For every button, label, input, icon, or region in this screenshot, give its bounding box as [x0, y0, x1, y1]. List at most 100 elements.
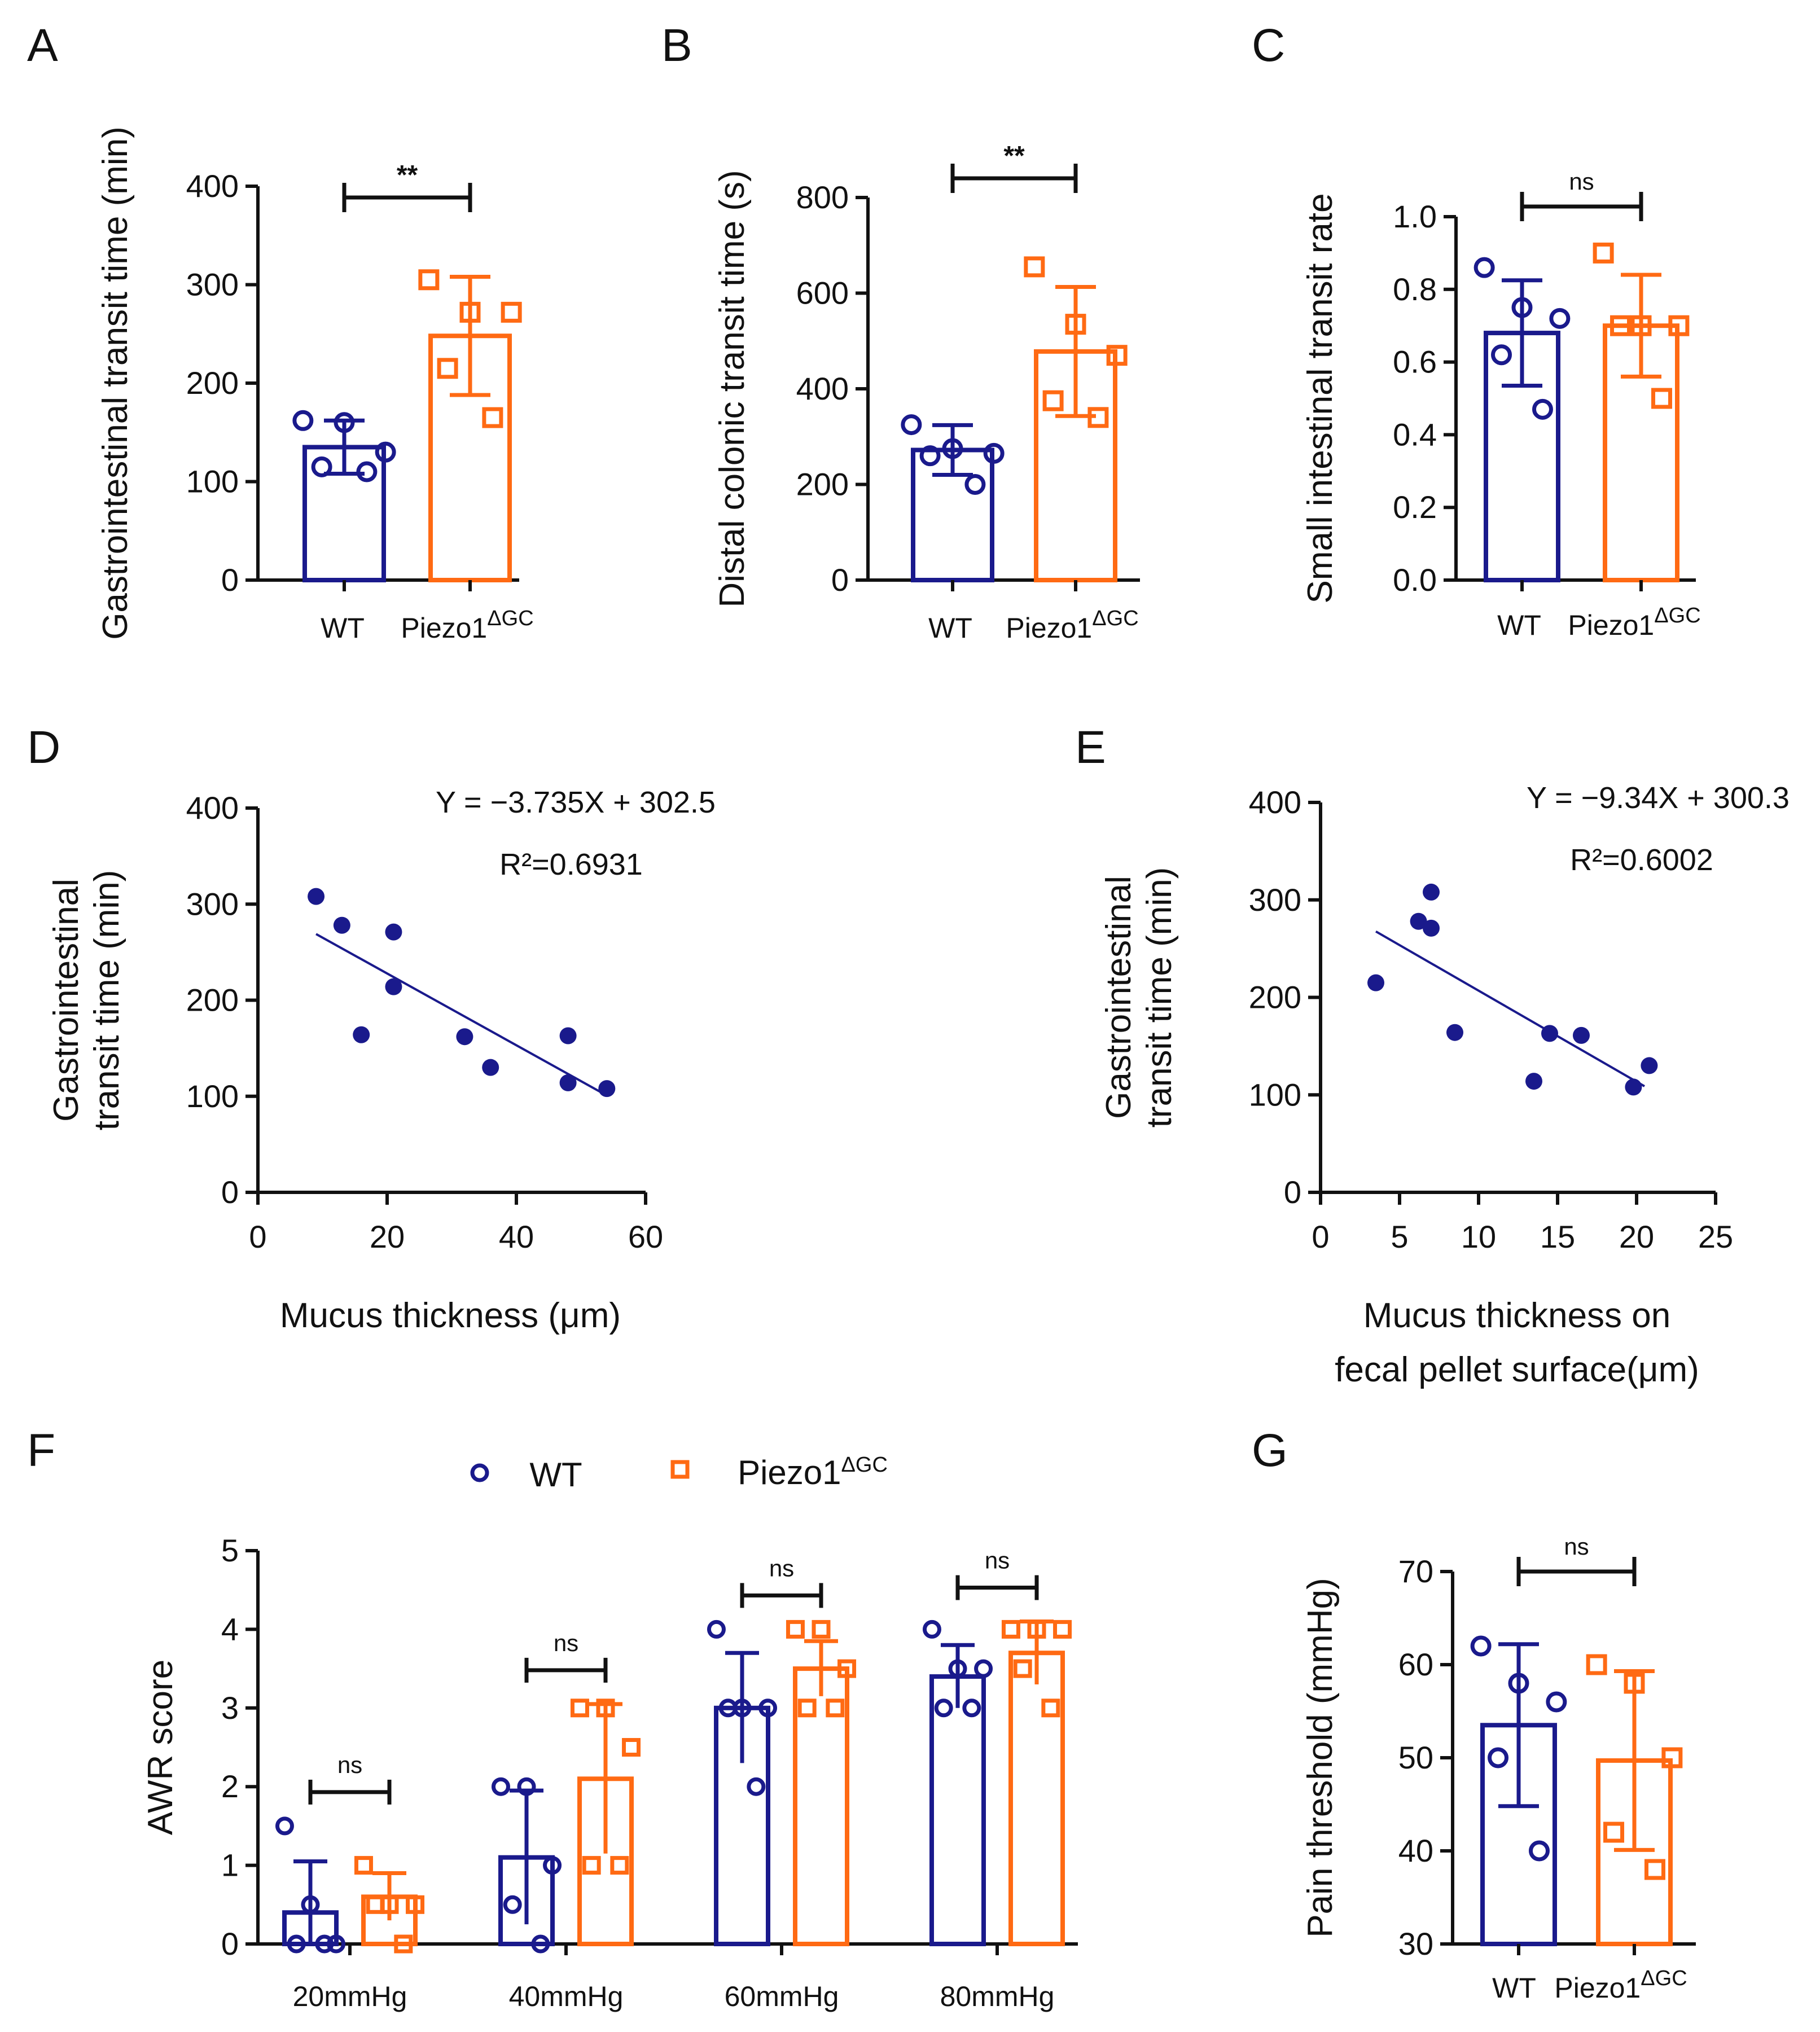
panel-b-y-tick-label: 400: [796, 371, 849, 406]
panel-d-x-tick-label: 0: [249, 1219, 266, 1254]
panel-g-x-label-piezo-main: Piezo1: [1554, 1972, 1641, 2004]
panel-a-point-piezo: [418, 269, 440, 291]
panel-f-point-piezo: [582, 1856, 601, 1875]
panel-b-y-tick-label: 0: [831, 562, 849, 598]
panel-f-legend-piezo-label-text: Piezo1ΔGC: [738, 1453, 888, 1491]
panel-f-point-wt: [301, 1895, 320, 1914]
panel-g-y-tick-label: 30: [1398, 1926, 1433, 1961]
panel-d-data-point: [456, 1028, 473, 1046]
panel-f-legend-piezo-label-sup: ΔGC: [841, 1453, 888, 1477]
panel-f-sig-label: ns: [985, 1547, 1010, 1573]
panel-a-y-title: Gastrointestinal transit time (min): [96, 126, 135, 640]
panel-c-y-tick-label: 0.6: [1393, 344, 1437, 380]
panel-f-point-wt: [758, 1699, 778, 1718]
panel-f-point-wt: [327, 1934, 346, 1954]
panel-c-y-tick-label: 0.2: [1393, 489, 1437, 525]
panel-f-point-wt: [503, 1895, 522, 1914]
panel-f-x-label: 80mmHg: [940, 1981, 1055, 2012]
panel-c-point-wt: [1491, 344, 1512, 366]
panel-f-x-label: 40mmHg: [509, 1981, 624, 2012]
panel-f-legend-wt-label-main: WT: [529, 1456, 582, 1494]
panel-e-y-tick-label: 400: [1249, 784, 1301, 820]
panel-a-y-tick-label: 400: [186, 168, 239, 204]
panel-d-data-point: [333, 916, 350, 934]
panel-b-x-label-wt-main: WT: [928, 612, 972, 644]
panel-a-point-wt: [334, 412, 355, 433]
panel-c-y-tick-label: 1.0: [1393, 199, 1437, 234]
panel-f-point-wt: [543, 1856, 562, 1875]
panel-f-y-title: AWR score: [141, 1660, 180, 1835]
panel-d-y-tick-label: 100: [186, 1078, 239, 1114]
panel-d-data-point: [353, 1026, 370, 1043]
panel-b-point-piezo: [1087, 407, 1109, 428]
panel-d-data-point: [385, 978, 402, 995]
panel-c-y-tick-label: 0.0: [1393, 562, 1437, 598]
panel-a-x-label-piezo-sup: ΔGC: [487, 607, 533, 630]
panel-a-x-label-wt-text: WT: [321, 612, 365, 644]
panel-g-y-tick-label: 50: [1398, 1740, 1433, 1775]
panel-g-sig-label: ns: [1564, 1533, 1589, 1560]
panel-f-point-piezo: [1027, 1620, 1046, 1639]
panel-f-point-wt: [747, 1777, 766, 1796]
panel-f-point-piezo: [394, 1934, 413, 1954]
panel-f-bar-wt: [929, 1674, 986, 1947]
panel-d-data-point: [559, 1027, 577, 1044]
panel-b-x-label-piezo-sup: ΔGC: [1092, 607, 1138, 630]
panel-d-x-tick-label: 20: [370, 1219, 405, 1254]
panel-g-point-piezo: [1644, 1859, 1665, 1880]
panel-f-point-piezo: [826, 1699, 845, 1718]
panel-f-point-piezo: [610, 1856, 629, 1875]
panel-e-y-tick-label: 300: [1249, 882, 1301, 918]
panel-e-y-tick-label: 200: [1249, 980, 1301, 1015]
panel-e-x-title-line: fecal pellet surface(μm): [1335, 1350, 1699, 1389]
panel-f-point-wt: [315, 1934, 334, 1954]
panel-e-x-tick-label: 25: [1698, 1219, 1733, 1254]
panel-a-point-wt: [292, 410, 314, 431]
panel-d-label: D: [27, 722, 60, 773]
panel-a-point-wt: [356, 461, 378, 482]
panel-f-point-piezo: [622, 1738, 641, 1757]
panel-c-y-tick-label: 0.8: [1393, 271, 1437, 307]
panel-d-y-tick-label: 300: [186, 886, 239, 921]
panel-g-point-wt: [1488, 1747, 1509, 1768]
panel-c-x-label-piezo-main: Piezo1: [1568, 609, 1654, 641]
panel-e-x-tick-label: 15: [1540, 1219, 1575, 1254]
panel-f-point-wt: [491, 1777, 510, 1796]
panel-f-point-wt: [707, 1620, 726, 1639]
panel-c-point-wt: [1549, 308, 1571, 329]
panel-c-point-piezo: [1593, 242, 1614, 264]
panel-f-sig-label: ns: [554, 1630, 578, 1656]
panel-a-point-piezo: [482, 407, 503, 428]
panel-c-point-piezo: [1651, 388, 1672, 409]
panel-d-data-point: [598, 1080, 616, 1098]
panel-g-y-tick-label: 60: [1398, 1647, 1433, 1682]
panel-f-point-wt: [517, 1777, 536, 1796]
panel-f-legend-wt-marker: [470, 1463, 489, 1482]
panel-f-point-piezo: [1053, 1620, 1072, 1639]
panel-f-legend-piezo-label-main: Piezo1: [738, 1454, 841, 1491]
panel-d-x-tick-label: 40: [499, 1219, 534, 1254]
panel-e-label: E: [1075, 722, 1106, 773]
panel-c-point-piezo: [1668, 315, 1690, 336]
panel-b-point-wt: [942, 438, 963, 459]
panel-a-sig-label: **: [397, 160, 418, 190]
panel-d-regression-line: [315, 933, 608, 1097]
panel-b-point-piezo: [1024, 256, 1045, 278]
panel-d-data-point: [482, 1059, 499, 1076]
panel-g-x-label-piezo-sup: ΔGC: [1641, 1967, 1687, 1990]
panel-g-label: G: [1252, 1425, 1288, 1476]
panel-c-x-label-piezo-text: Piezo1ΔGC: [1568, 604, 1700, 641]
panel-a-x-label-wt: WT: [321, 612, 365, 644]
panel-b-point-wt: [919, 445, 941, 467]
panel-c-point-piezo: [1630, 315, 1652, 336]
panel-f-point-piezo: [596, 1699, 615, 1718]
panel-f-point-wt: [948, 1659, 967, 1678]
panel-a-x-label-piezo-text: Piezo1ΔGC: [401, 607, 533, 644]
panel-e-regression-line: [1375, 930, 1645, 1087]
panel-g-point-piezo: [1661, 1747, 1683, 1768]
panel-f-point-wt: [287, 1934, 306, 1954]
panel-e-data-point: [1641, 1057, 1658, 1074]
panel-c-point-wt: [1532, 398, 1553, 420]
panel-e-data-point: [1410, 912, 1427, 930]
